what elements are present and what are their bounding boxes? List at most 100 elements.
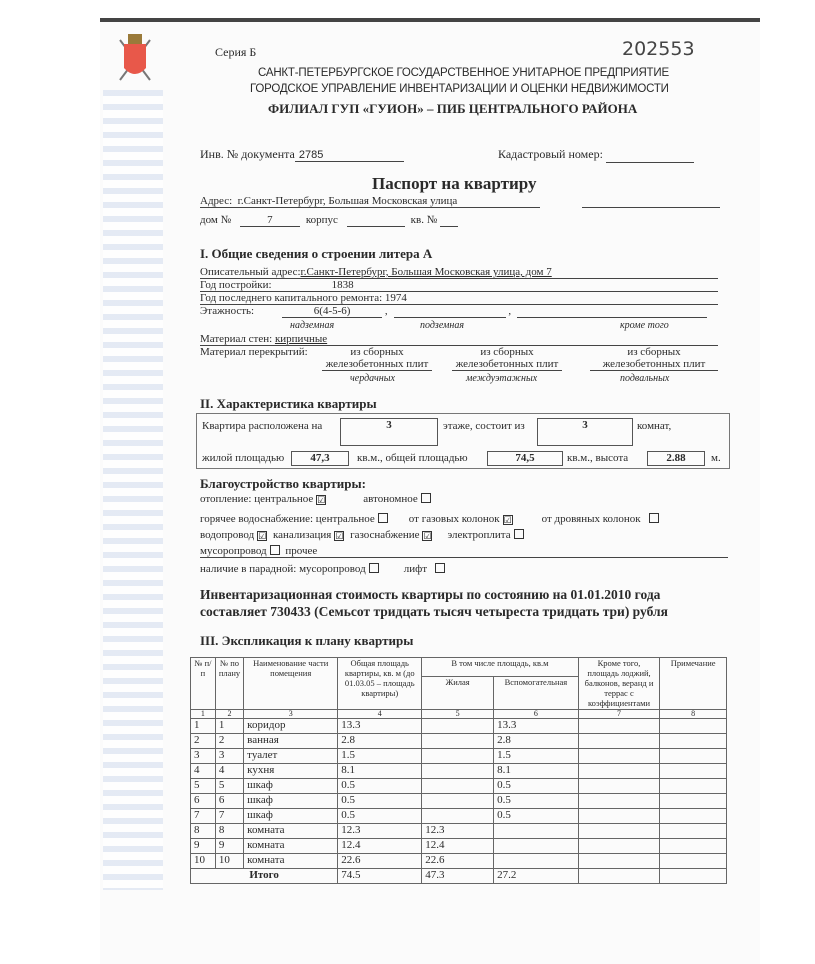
chute-label: мусоропровод <box>200 545 267 557</box>
table-cell: 5 <box>190 778 216 794</box>
table-cell: 13.3 <box>493 718 579 734</box>
apartment-characteristics: Квартира расположена на 3 этаже, состоит… <box>196 413 730 469</box>
table-cell: 4 <box>214 763 245 779</box>
gas-column-label: от газовых колонок <box>408 513 500 525</box>
gas-label: газоснабжение <box>350 529 420 541</box>
table-cell <box>493 838 579 854</box>
wall-material-label: Материал стен: <box>200 333 273 345</box>
total-label: Итого <box>189 868 339 884</box>
col-header-name: Наименование части помещения <box>243 657 339 710</box>
table-cell <box>493 823 579 839</box>
col-header-total: Общая площадь квартиры, кв. м (до 01.03.… <box>337 657 423 710</box>
table-cell <box>659 823 727 839</box>
base-label: подвальных <box>620 373 670 384</box>
table-cell: 13.3 <box>337 718 423 734</box>
gas-checkbox[interactable]: ☑ <box>422 531 433 541</box>
col-header-living: Жилая <box>421 676 495 710</box>
floors-value: 6(4-5-6) <box>282 305 383 318</box>
table-cell <box>577 808 661 824</box>
attic-label: чердачных <box>350 373 395 384</box>
table-cell: шкаф <box>243 793 339 809</box>
inv-value: 2785 <box>294 149 404 162</box>
wood-column-checkbox[interactable] <box>648 513 659 523</box>
hotwater-row: горячее водоснабжение: центральное от газ… <box>200 513 662 525</box>
inv-label: Инв. № документа <box>200 147 295 161</box>
amenities-title: Благоустройство квартиры: <box>200 476 366 491</box>
build-year-label: Год постройки: <box>200 279 272 291</box>
section-1-title: I. Общие сведения о строении литера А <box>200 246 433 261</box>
lift-checkbox[interactable] <box>435 563 446 573</box>
table-cell: 2.8 <box>493 733 579 749</box>
table-cell: 1.5 <box>493 748 579 764</box>
org-line-2: ГОРОДСКОЕ УПРАВЛЕНИЕ ИНВЕНТАРИЗАЦИИ И ОЦ… <box>250 83 669 95</box>
table-row: 6 6 шкаф 0.5 0.5 <box>190 793 727 809</box>
stove-label: электроплита <box>447 529 511 541</box>
address-field: Адрес: г.Санкт-Петербург, Большая Москов… <box>200 195 540 208</box>
total-area-label: кв.м., общей площадью <box>357 452 468 464</box>
water-checkbox[interactable]: ☑ <box>257 531 268 541</box>
table-cell: 22.6 <box>337 853 423 869</box>
hotwater-central-checkbox[interactable] <box>377 513 388 523</box>
house-field: дом № 7 корпус кв. № <box>200 214 458 227</box>
table-cell: комната <box>243 853 339 869</box>
slab-attic-l1: из сборных <box>350 346 404 358</box>
water-label: водопровод <box>200 529 255 541</box>
heating-row: отопление: центральное ☑ автономное <box>200 493 434 505</box>
utilities-row: водопровод ☑ канализация ☑ газоснабжение ☑ э… <box>200 529 527 541</box>
heating-autonomous-checkbox[interactable] <box>420 493 431 503</box>
gas-column-checkbox[interactable]: ☑ <box>502 515 513 525</box>
total-aux: 27.2 <box>493 868 579 884</box>
table-row: 4 4 кухня 8.1 8.1 <box>190 763 727 779</box>
other-label: прочее <box>285 545 318 557</box>
table-cell <box>577 763 661 779</box>
entrance-chute-checkbox[interactable] <box>368 563 379 573</box>
entrance-row: наличие в парадной: мусоропровод лифт <box>200 563 448 575</box>
cost-line-2: составляет 730433 (Семьсот тридцать тыся… <box>200 604 668 619</box>
wood-column-label: от дровяных колонок <box>541 513 641 525</box>
table-cell: 0.5 <box>493 778 579 794</box>
sewer-checkbox[interactable]: ☑ <box>334 531 345 541</box>
rooms-unit: комнат, <box>637 420 672 432</box>
table-cell: 2 <box>214 733 245 749</box>
col-header-aux: Вспомогательная <box>493 676 579 710</box>
table-cell <box>659 718 727 734</box>
table-cell: шкаф <box>243 778 339 794</box>
chute-checkbox[interactable] <box>269 545 280 555</box>
table-cell <box>577 823 661 839</box>
inv-field: Инв. № документа 2785 <box>200 147 404 162</box>
table-cell: 8 <box>190 823 216 839</box>
column-number: 5 <box>421 709 495 719</box>
table-cell: 2 <box>190 733 216 749</box>
heating-central-label: центральное <box>254 493 314 505</box>
house-label: дом № <box>200 214 232 226</box>
table-cell <box>421 793 495 809</box>
apt-label: кв. № <box>410 214 438 226</box>
explication-table: № п/п № по плану Наименование части помеще… <box>189 657 727 884</box>
table-row: 7 7 шкаф 0.5 0.5 <box>190 808 727 824</box>
table-cell <box>659 748 727 764</box>
table-cell: 7 <box>190 808 216 824</box>
table-cell <box>421 778 495 794</box>
table-cell: 12.3 <box>337 823 423 839</box>
table-cell: шкаф <box>243 808 339 824</box>
heating-central-checkbox[interactable]: ☑ <box>316 495 327 505</box>
table-cell: 12.3 <box>421 823 495 839</box>
table-cell <box>577 748 661 764</box>
column-number: 4 <box>337 709 423 719</box>
build-year-value: 1838 <box>331 279 354 291</box>
above-ground-label: надземная <box>290 320 335 331</box>
address-label: Адрес: <box>200 195 233 207</box>
entrance-label: наличие в парадной: <box>200 563 297 575</box>
stove-checkbox[interactable] <box>513 529 524 539</box>
table-cell <box>421 733 495 749</box>
col-header-note: Примечание <box>659 657 727 710</box>
repair-year-value: 1974 <box>384 292 407 304</box>
height-unit: м. <box>711 452 721 464</box>
total-area-value: 74,5 <box>487 451 563 466</box>
column-number: 6 <box>493 709 579 719</box>
table-cell <box>659 793 727 809</box>
height-value: 2.88 <box>647 451 705 466</box>
table-row: 10 10 комната 22.6 22.6 <box>190 853 727 869</box>
living-area-label: жилой площадью <box>202 452 285 464</box>
